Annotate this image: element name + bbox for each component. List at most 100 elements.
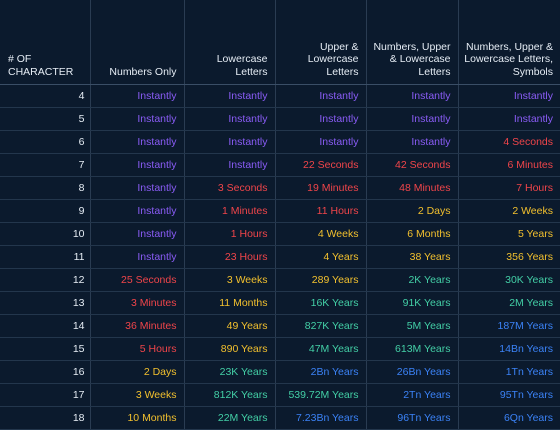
cell-upper-lowercase: 16K Years <box>275 291 367 315</box>
cell-lowercase: 3 Seconds <box>184 176 276 200</box>
cell-numbers-upper-lowercase-symbols: 1Tn Years <box>458 360 560 384</box>
cell-numbers-only: Instantly <box>90 199 185 223</box>
cell-numbers-upper-lowercase-symbols: Instantly <box>458 84 560 108</box>
header-numbers-only: Numbers Only <box>90 0 185 85</box>
cell-lowercase: Instantly <box>184 153 276 177</box>
table-row: 17 3 Weeks 812K Years 539.72M Years 2Tn Year… <box>0 383 560 407</box>
cell-numbers-only: Instantly <box>90 84 185 108</box>
table-row: 8 Instantly 3 Seconds 19 Minutes 48 Minutes 7… <box>0 176 560 200</box>
header-numbers-upper-lowercase: Numbers, Upper & Lowercase Letters <box>366 0 459 85</box>
cell-numbers-upper-lowercase: 2Tn Years <box>366 383 459 407</box>
table-row: 15 5 Hours 890 Years 47M Years 613M Years 14B… <box>0 337 560 361</box>
cell-upper-lowercase: Instantly <box>275 130 367 154</box>
cell-numbers-upper-lowercase-symbols: 95Tn Years <box>458 383 560 407</box>
header-lowercase-letters: Lowercase Letters <box>184 0 276 85</box>
header-numbers-upper-lowercase-symbols: Numbers, Upper & Lowercase Letters, Symb… <box>458 0 560 85</box>
cell-numbers-only: Instantly <box>90 107 185 131</box>
cell-numbers-upper-lowercase-symbols: 6Qn Years <box>458 406 560 430</box>
row-label-character-count: 13 <box>0 291 91 315</box>
cell-numbers-upper-lowercase-symbols: 187M Years <box>458 314 560 338</box>
cell-upper-lowercase: 7.23Bn Years <box>275 406 367 430</box>
cell-lowercase: Instantly <box>184 84 276 108</box>
cell-lowercase: 3 Weeks <box>184 268 276 292</box>
cell-lowercase: 49 Years <box>184 314 276 338</box>
cell-upper-lowercase: Instantly <box>275 84 367 108</box>
row-label-character-count: 12 <box>0 268 91 292</box>
cell-numbers-upper-lowercase: 42 Seconds <box>366 153 459 177</box>
row-label-character-count: 17 <box>0 383 91 407</box>
header-character-count: # OF CHARACTER <box>0 0 91 85</box>
table-row: 9 Instantly 1 Minutes 11 Hours 2 Days 2 Weeks <box>0 199 560 223</box>
cell-lowercase: Instantly <box>184 107 276 131</box>
table-row: 12 25 Seconds 3 Weeks 289 Years 2K Years 30K … <box>0 268 560 292</box>
cell-lowercase: 22M Years <box>184 406 276 430</box>
cell-upper-lowercase: Instantly <box>275 107 367 131</box>
cell-upper-lowercase: 4 Weeks <box>275 222 367 246</box>
table-body: 4 Instantly Instantly Instantly Instantly Ins… <box>0 84 560 430</box>
row-label-character-count: 4 <box>0 84 91 108</box>
cell-upper-lowercase: 11 Hours <box>275 199 367 223</box>
cell-lowercase: 1 Hours <box>184 222 276 246</box>
cell-upper-lowercase: 47M Years <box>275 337 367 361</box>
cell-upper-lowercase: 2Bn Years <box>275 360 367 384</box>
table-row: 5 Instantly Instantly Instantly Instantly Ins… <box>0 107 560 131</box>
cell-upper-lowercase: 19 Minutes <box>275 176 367 200</box>
table-row: 11 Instantly 23 Hours 4 Years 38 Years 356 Ye… <box>0 245 560 269</box>
table-row: 14 36 Minutes 49 Years 827K Years 5M Years 18… <box>0 314 560 338</box>
cell-numbers-upper-lowercase: 26Bn Years <box>366 360 459 384</box>
cell-numbers-upper-lowercase: 38 Years <box>366 245 459 269</box>
cell-lowercase: 23 Hours <box>184 245 276 269</box>
cell-numbers-only: 25 Seconds <box>90 268 185 292</box>
cell-upper-lowercase: 22 Seconds <box>275 153 367 177</box>
cell-upper-lowercase: 827K Years <box>275 314 367 338</box>
cell-numbers-upper-lowercase-symbols: 7 Hours <box>458 176 560 200</box>
cell-numbers-only: Instantly <box>90 130 185 154</box>
row-label-character-count: 7 <box>0 153 91 177</box>
cell-numbers-only: Instantly <box>90 245 185 269</box>
cell-numbers-upper-lowercase: 96Tn Years <box>366 406 459 430</box>
cell-numbers-upper-lowercase: 2K Years <box>366 268 459 292</box>
cell-lowercase: Instantly <box>184 130 276 154</box>
cell-numbers-upper-lowercase: 91K Years <box>366 291 459 315</box>
cell-numbers-upper-lowercase: 5M Years <box>366 314 459 338</box>
row-label-character-count: 10 <box>0 222 91 246</box>
table-row: 7 Instantly Instantly 22 Seconds 42 Seconds 6… <box>0 153 560 177</box>
table-row: 13 3 Minutes 11 Months 16K Years 91K Years 2M… <box>0 291 560 315</box>
header-row: # OF CHARACTER Numbers Only Lowercase Le… <box>0 0 560 85</box>
cell-numbers-upper-lowercase: 6 Months <box>366 222 459 246</box>
table-row: 10 Instantly 1 Hours 4 Weeks 6 Months 5 Years <box>0 222 560 246</box>
cell-numbers-upper-lowercase-symbols: 2M Years <box>458 291 560 315</box>
row-label-character-count: 8 <box>0 176 91 200</box>
cell-upper-lowercase: 539.72M Years <box>275 383 367 407</box>
cell-lowercase: 1 Minutes <box>184 199 276 223</box>
cell-numbers-upper-lowercase-symbols: 6 Minutes <box>458 153 560 177</box>
cell-numbers-upper-lowercase: 48 Minutes <box>366 176 459 200</box>
cell-numbers-upper-lowercase: Instantly <box>366 130 459 154</box>
row-label-character-count: 18 <box>0 406 91 430</box>
cell-numbers-only: 10 Months <box>90 406 185 430</box>
cell-numbers-only: 3 Minutes <box>90 291 185 315</box>
table-row: 18 10 Months 22M Years 7.23Bn Years 96Tn Yea… <box>0 406 560 430</box>
row-label-character-count: 5 <box>0 107 91 131</box>
cell-numbers-upper-lowercase-symbols: 4 Seconds <box>458 130 560 154</box>
cell-numbers-only: Instantly <box>90 176 185 200</box>
cell-numbers-upper-lowercase: 613M Years <box>366 337 459 361</box>
cell-numbers-only: Instantly <box>90 222 185 246</box>
cell-numbers-only: Instantly <box>90 153 185 177</box>
header-upper-lowercase-letters: Upper & Lowercase Letters <box>275 0 367 85</box>
cell-numbers-upper-lowercase-symbols: 14Bn Years <box>458 337 560 361</box>
cell-numbers-upper-lowercase-symbols: 30K Years <box>458 268 560 292</box>
table-row: 16 2 Days 23K Years 2Bn Years 26Bn Years 1Tn … <box>0 360 560 384</box>
cell-lowercase: 11 Months <box>184 291 276 315</box>
cell-numbers-upper-lowercase-symbols: 2 Weeks <box>458 199 560 223</box>
cell-numbers-only: 2 Days <box>90 360 185 384</box>
row-label-character-count: 6 <box>0 130 91 154</box>
cell-upper-lowercase: 4 Years <box>275 245 367 269</box>
row-label-character-count: 15 <box>0 337 91 361</box>
cell-numbers-upper-lowercase-symbols: Instantly <box>458 107 560 131</box>
cell-lowercase: 23K Years <box>184 360 276 384</box>
cell-numbers-only: 5 Hours <box>90 337 185 361</box>
cell-numbers-only: 36 Minutes <box>90 314 185 338</box>
cell-lowercase: 812K Years <box>184 383 276 407</box>
row-label-character-count: 16 <box>0 360 91 384</box>
